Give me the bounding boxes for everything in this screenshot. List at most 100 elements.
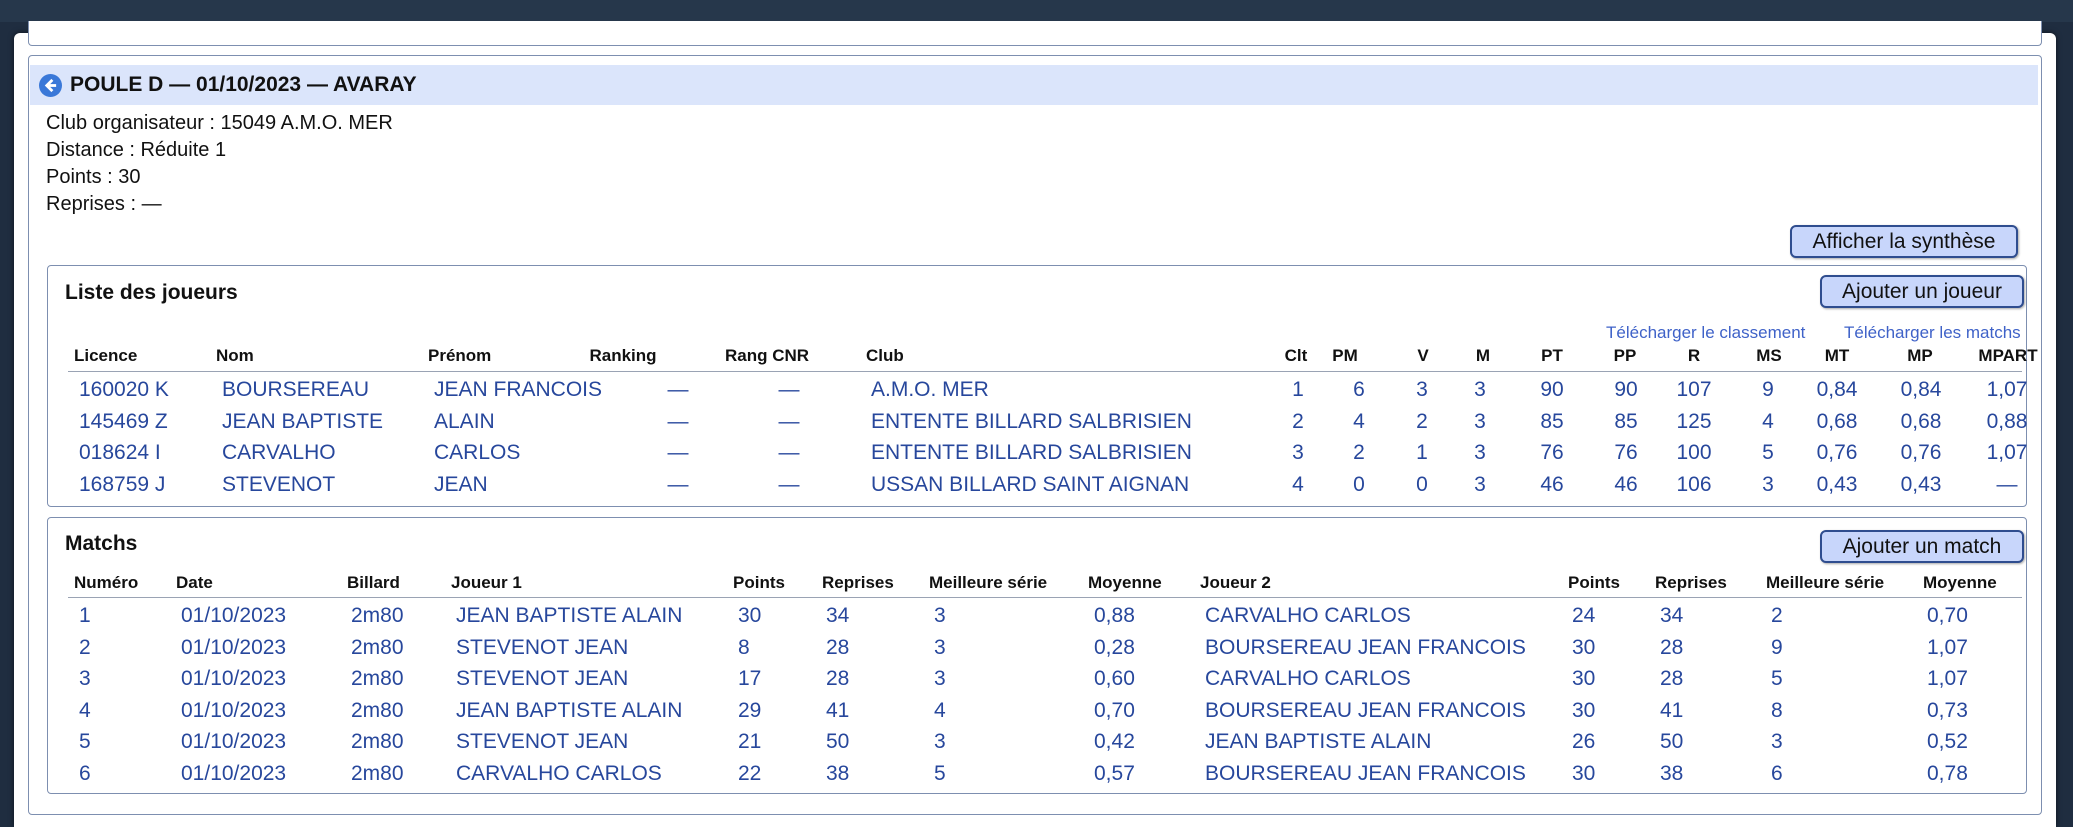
match-row[interactable]: 6 01/10/2023 2m80 CARVALHO CARLOS 22 38 5 0,57 B… (48, 762, 2026, 793)
cell-rang-cnr: — (778, 441, 800, 464)
cell-points: 30 (1572, 635, 1596, 659)
cell-joueur-2: BOURSEREAU JEAN FRANCOIS (1205, 698, 1526, 722)
cell-moyenne: 0,73 (1927, 698, 1968, 722)
cell-clt: 4 (1292, 472, 1304, 496)
cell-joueur-2: JEAN BAPTISTE ALAIN (1205, 730, 1432, 753)
cell-club: A.M.O. MER (871, 378, 989, 401)
col-header-rang-cnr: Rang CNR (724, 346, 810, 365)
cell-prenom: ALAIN (434, 409, 495, 433)
cell-v: 1 (1416, 441, 1428, 464)
cell-date: 01/10/2023 (181, 761, 287, 785)
cell-meilleure-serie: 2 (1771, 604, 1783, 627)
player-row[interactable]: 018624 I CARVALHO CARLOS — — ENTENTE BILLARD … (48, 441, 2027, 472)
cell-joueur-2: CARVALHO CARLOS (1205, 604, 1411, 627)
cell-mt: 0,68 (1816, 409, 1858, 433)
cell-numero: 2 (79, 635, 91, 659)
col-header-pp: PP (1613, 346, 1637, 365)
match-row[interactable]: 2 01/10/2023 2m80 STEVENOT JEAN 8 28 3 0,28 BOUR… (48, 636, 2026, 667)
col-header-reprises: Reprises (1655, 573, 1727, 592)
cell-reprises: 38 (1660, 761, 1684, 785)
cell-pt: 76 (1540, 441, 1564, 464)
cell-meilleure-serie: 6 (1771, 761, 1783, 785)
cell-ranking: — (667, 472, 689, 496)
cell-moyenne: 0,70 (1094, 698, 1135, 722)
cell-ms: 9 (1762, 378, 1774, 401)
cell-billard: 2m80 (351, 604, 404, 627)
cell-clt: 1 (1292, 378, 1304, 401)
show-synthesis-button[interactable]: Afficher la synthèse (1790, 225, 2018, 258)
cell-joueur-2: CARVALHO CARLOS (1205, 667, 1411, 690)
cell-pm: 2 (1353, 441, 1365, 464)
col-header-meilleure-serie: Meilleure série (1766, 573, 1885, 592)
player-row[interactable]: 145469 Z JEAN BAPTISTE ALAIN — — ENTENTE BILL… (48, 409, 2027, 441)
info-distance: Distance : Réduite 1 (46, 139, 227, 161)
cell-licence: 018624 I (79, 441, 161, 464)
cell-points: 21 (738, 730, 762, 753)
cell-mt: 0,76 (1816, 441, 1858, 464)
player-row[interactable]: 160020 K BOURSEREAU JEAN FRANCOIS — — A.M.O. … (48, 378, 2027, 409)
previous-row-panel (28, 21, 2042, 46)
cell-club: ENTENTE BILLARD SALBRISIEN (871, 409, 1192, 433)
download-ranking-link[interactable]: Télécharger le classement (1606, 323, 1806, 342)
cell-mt: 0,84 (1816, 378, 1858, 401)
players-panel: Liste des joueurs Ajouter un joueur Télé… (47, 265, 2038, 507)
cell-mpart: 0,88 (1986, 409, 2028, 433)
cell-moyenne: 0,28 (1094, 635, 1135, 659)
col-header-r: R (1687, 346, 1701, 365)
cell-pt: 90 (1540, 378, 1564, 401)
cell-mp: 0,84 (1900, 378, 1942, 401)
cell-joueur-1: STEVENOT JEAN (456, 667, 629, 690)
match-row[interactable]: 5 01/10/2023 2m80 STEVENOT JEAN 21 50 3 0,42 JEA… (48, 730, 2026, 761)
col-header-mt: MT (1824, 346, 1850, 365)
add-match-button[interactable]: Ajouter un match (1820, 530, 2024, 563)
cell-r: 107 (1676, 378, 1712, 401)
add-player-button[interactable]: Ajouter un joueur (1820, 275, 2024, 308)
col-header-club: Club (866, 346, 904, 365)
cell-reprises: 50 (1660, 730, 1684, 753)
cell-date: 01/10/2023 (181, 667, 287, 690)
col-header-points: Points (733, 573, 785, 592)
player-row[interactable]: 168759 J STEVENOT JEAN — — USSAN BILLARD SAIN… (48, 473, 2026, 504)
back-arrow-icon[interactable] (39, 73, 62, 97)
cell-meilleure-serie: 4 (934, 698, 946, 722)
cell-reprises: 41 (826, 698, 850, 722)
cell-points: 22 (738, 761, 762, 785)
cell-ranking: — (667, 378, 689, 401)
cell-points: 26 (1572, 730, 1596, 753)
cell-ranking: — (667, 409, 689, 433)
cell-meilleure-serie: 3 (934, 667, 946, 690)
cell-pt: 85 (1540, 409, 1564, 433)
cell-moyenne: 0,88 (1094, 604, 1135, 627)
download-matches-link[interactable]: Télécharger les matchs (1844, 323, 2021, 342)
cell-nom: BOURSEREAU (222, 378, 370, 401)
col-header-date: Date (176, 573, 213, 592)
col-header-mpart: MPART (1978, 346, 2038, 365)
cell-moyenne: 0,57 (1094, 761, 1135, 785)
cell-meilleure-serie: 5 (1771, 667, 1783, 690)
cell-v: 2 (1416, 409, 1428, 433)
cell-rang-cnr: — (778, 409, 800, 433)
cell-date: 01/10/2023 (181, 730, 287, 753)
cell-prenom: JEAN FRANCOIS (434, 378, 603, 401)
cell-m: 3 (1474, 441, 1486, 464)
col-header-m: M (1475, 346, 1491, 365)
col-header-pt: PT (1541, 346, 1563, 365)
cell-mp: 0,68 (1900, 409, 1942, 433)
cell-mp: 0,76 (1900, 441, 1942, 464)
match-row[interactable]: 4 01/10/2023 2m80 JEAN BAPTISTE ALAIN 29 41 4 0… (48, 699, 2026, 730)
cell-m: 3 (1474, 472, 1486, 496)
cell-ms: 4 (1762, 409, 1774, 433)
cell-points: 24 (1572, 604, 1596, 627)
background-strip (0, 0, 2073, 22)
cell-points: 29 (738, 698, 762, 722)
cell-points: 8 (738, 635, 750, 659)
cell-moyenne: 0,78 (1927, 761, 1968, 785)
match-row[interactable]: 3 01/10/2023 2m80 STEVENOT JEAN 17 28 3 0,60 CAR… (48, 667, 2026, 698)
col-header-moyenne: Moyenne (1923, 573, 1997, 592)
col-header-v: V (1417, 346, 1429, 365)
match-row[interactable]: 1 01/10/2023 2m80 JEAN BAPTISTE ALAIN 30 34 3 0… (48, 604, 2026, 635)
cell-pp: 76 (1614, 441, 1638, 464)
poule-window: POULE D — 01/10/2023 — AVARAY Club organ… (14, 21, 2056, 827)
players-title: Liste des joueurs (65, 281, 238, 304)
col-header-joueur-1: Joueur 1 (451, 573, 522, 592)
